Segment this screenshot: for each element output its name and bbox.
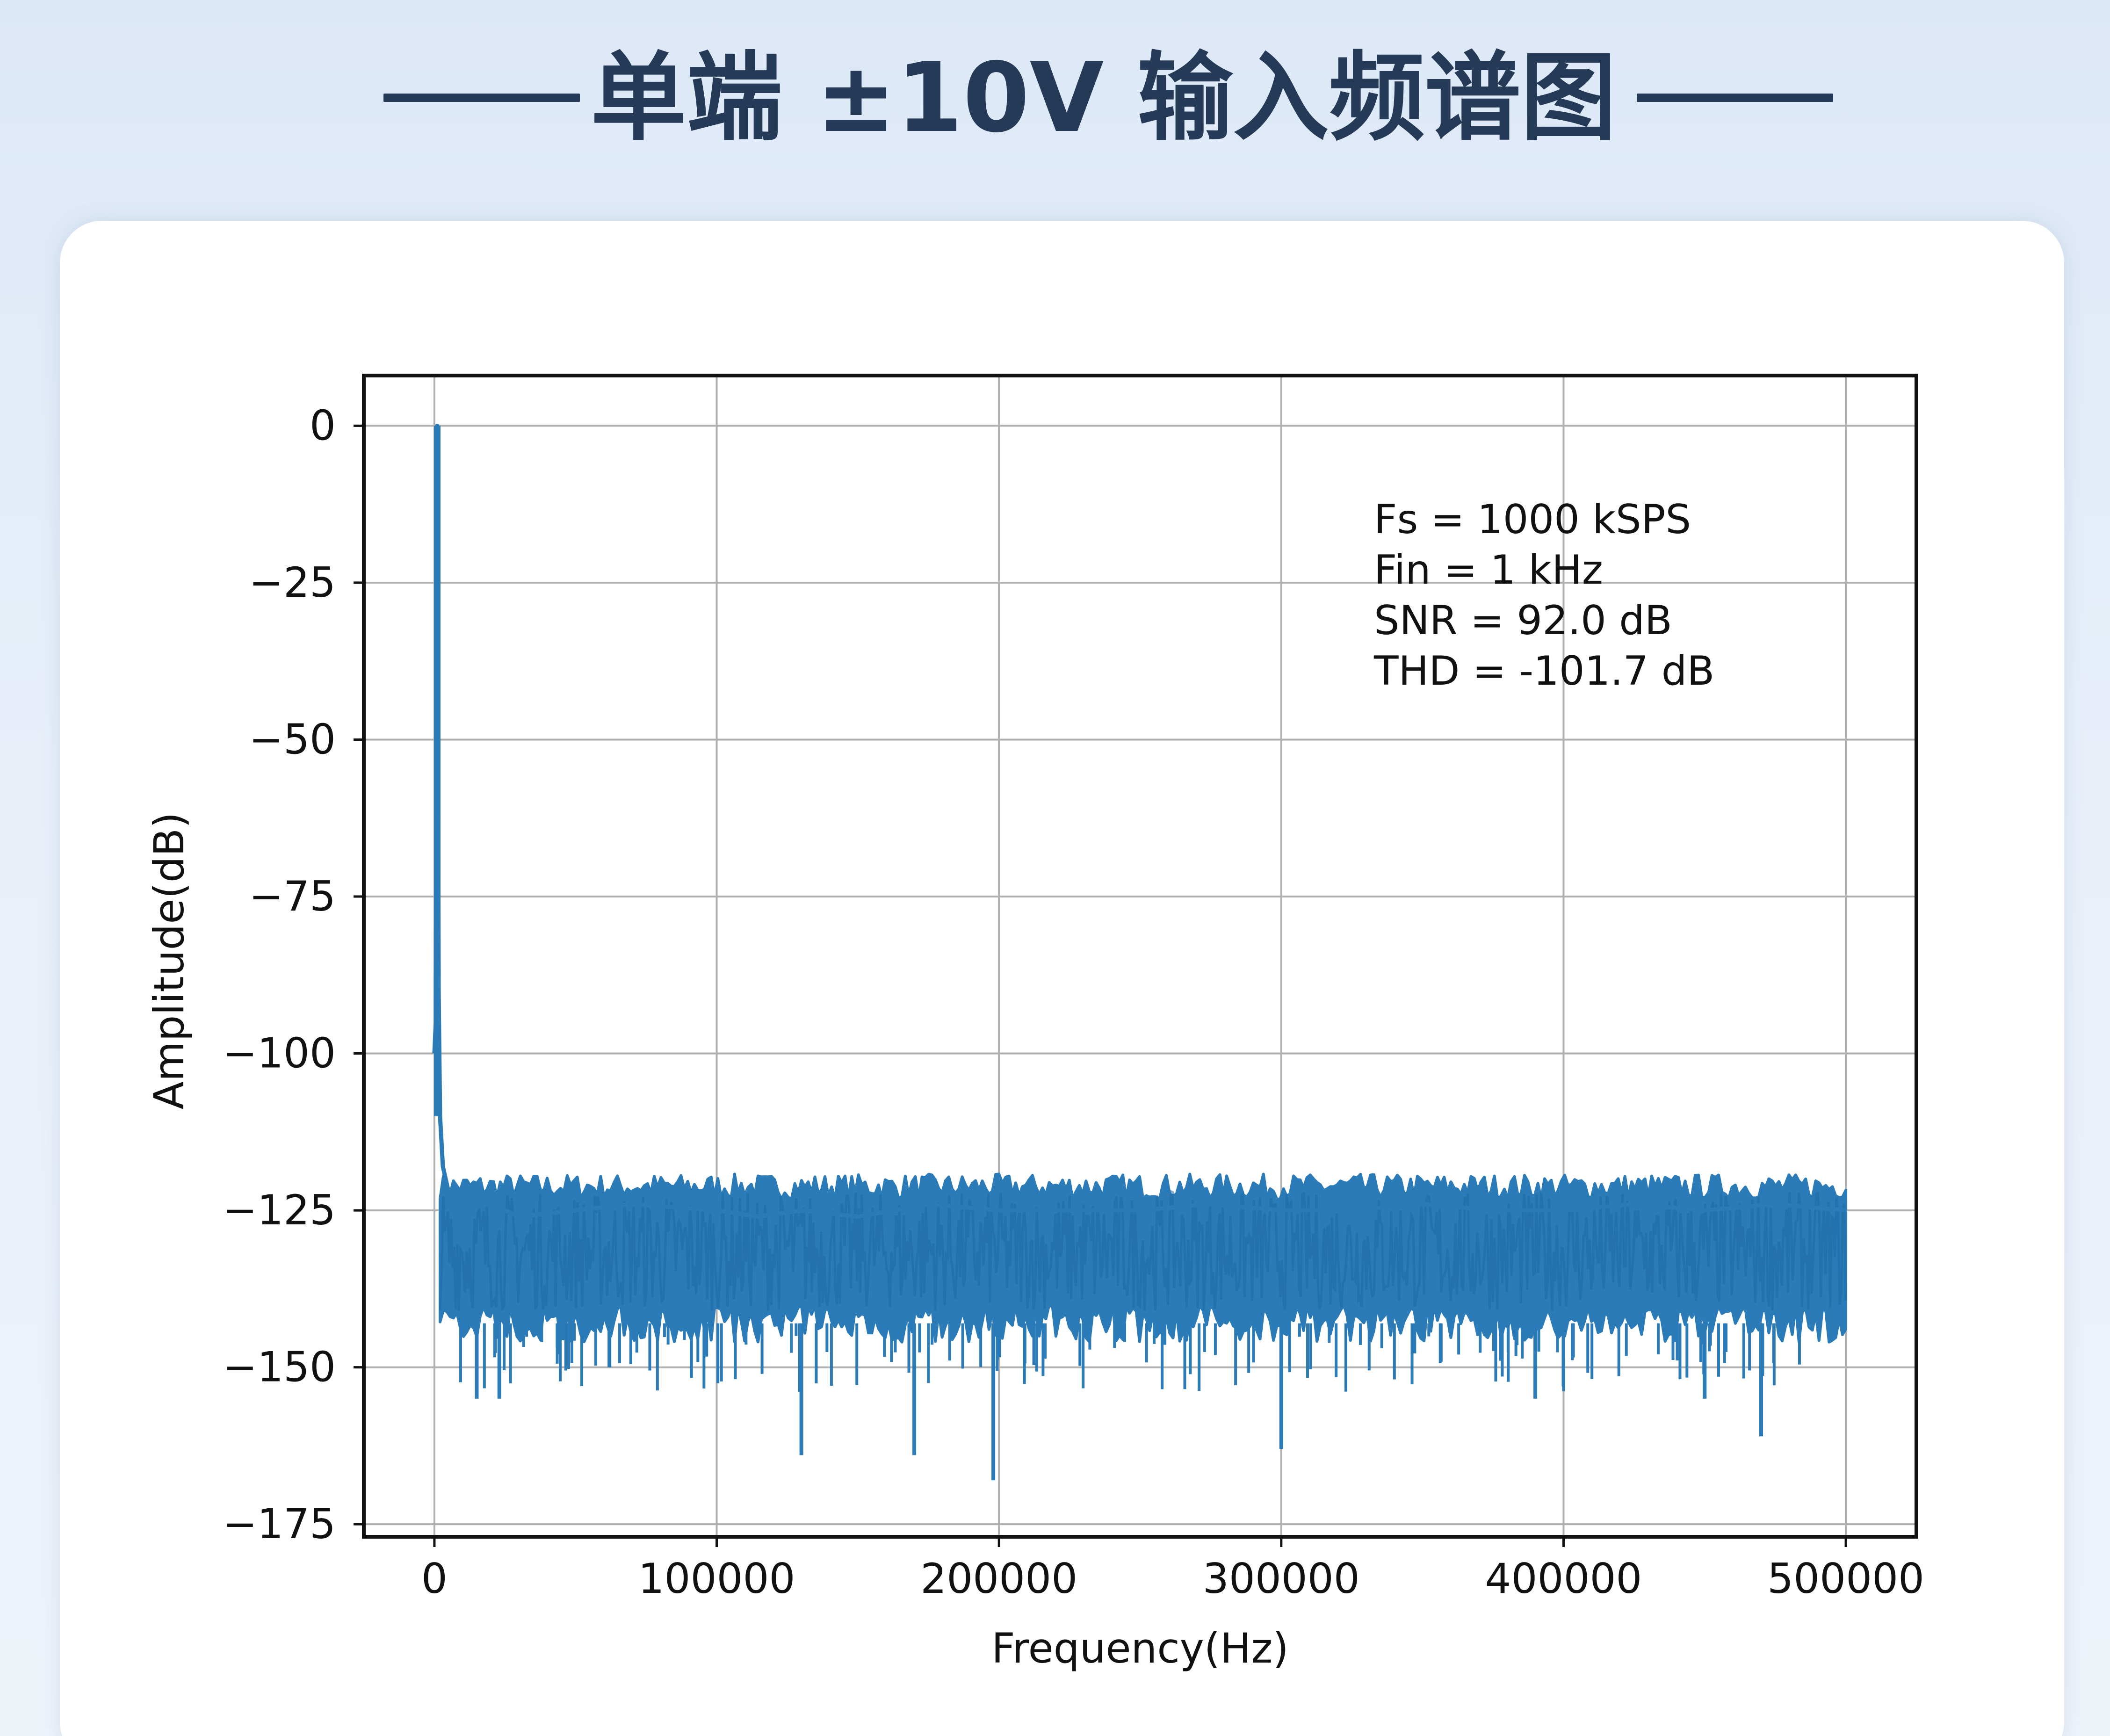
x-tick-label: 0: [421, 1555, 448, 1603]
y-tick-label: −150: [223, 1343, 336, 1391]
series-layer: [432, 423, 1848, 1481]
y-tick-label: −75: [249, 872, 336, 920]
annotation-line: SNR = 92.0 dB: [1374, 597, 1672, 644]
x-tick-label: 100000: [638, 1555, 795, 1603]
title-rule-right: [1637, 94, 1833, 102]
noise-trace: [439, 1189, 1847, 1311]
y-tick-label: −25: [249, 558, 336, 607]
y-tick-label: −100: [223, 1029, 336, 1078]
x-tick-label: 300000: [1203, 1555, 1360, 1603]
x-tick-label: 400000: [1485, 1555, 1642, 1603]
annotation-line: Fin = 1 kHz: [1374, 547, 1603, 593]
x-tick-label: 500000: [1767, 1555, 1924, 1603]
plot-frame: [362, 374, 1918, 1539]
y-tick-label: −175: [223, 1500, 336, 1548]
chart-card: [60, 221, 2064, 1736]
x-tick-label: 200000: [920, 1555, 1077, 1603]
title-rule-left: [383, 94, 580, 102]
y-tick-label: −125: [223, 1186, 336, 1234]
annotation-line: THD = -101.7 dB: [1373, 648, 1714, 694]
y-axis-label: Amplitude(dB): [145, 812, 193, 1110]
series-line: [432, 423, 1846, 1219]
x-axis-label: Frequency(Hz): [991, 1624, 1289, 1672]
header: 单端 ±10V 输入频谱图: [0, 0, 2110, 201]
y-tick-label: −50: [249, 715, 336, 763]
page-title: 单端 ±10V 输入频谱图: [591, 43, 1617, 154]
ticks: 0 100000 200000 300000 400000 500000 0 −25 −50 −7…: [223, 401, 1924, 1603]
annotation-line: Fs = 1000 kSPS: [1374, 496, 1691, 543]
y-tick-label: 0: [310, 401, 336, 449]
